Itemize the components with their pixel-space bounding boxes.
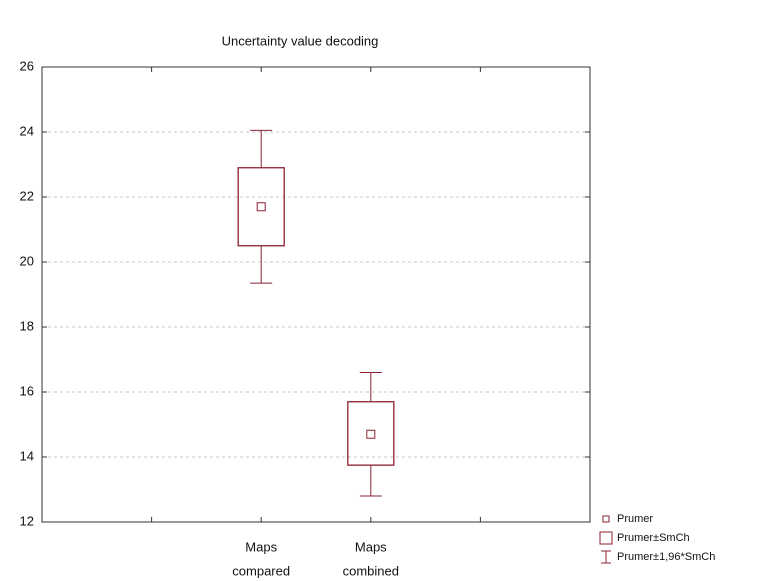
mean-marker bbox=[366, 429, 376, 439]
legend-label: Prumer±SmCh bbox=[617, 532, 690, 544]
legend-label: Prumer±1,96*SmCh bbox=[617, 551, 715, 563]
plot-frame bbox=[41, 66, 591, 523]
y-tick-label: 14 bbox=[20, 448, 34, 463]
y-tick-label: 18 bbox=[20, 318, 34, 333]
y-tick-label: 20 bbox=[20, 253, 34, 268]
x-tick-label: Maps bbox=[355, 539, 387, 554]
chart-title: Uncertainty value decoding bbox=[222, 33, 379, 48]
mean-marker bbox=[256, 202, 266, 212]
box bbox=[347, 401, 395, 466]
y-tick-label: 24 bbox=[20, 123, 34, 138]
y-tick-label: 16 bbox=[20, 383, 34, 398]
legend-label: Prumer bbox=[617, 513, 653, 525]
x-tick-label: compared bbox=[232, 563, 290, 578]
box bbox=[237, 167, 285, 247]
y-tick-label: 22 bbox=[20, 188, 34, 203]
legend-symbol bbox=[602, 515, 610, 523]
x-tick-label: combined bbox=[343, 563, 399, 578]
y-tick-label: 12 bbox=[20, 513, 34, 528]
legend-symbol bbox=[599, 531, 613, 545]
x-tick-label: Maps bbox=[245, 539, 277, 554]
y-tick-label: 26 bbox=[20, 58, 34, 73]
